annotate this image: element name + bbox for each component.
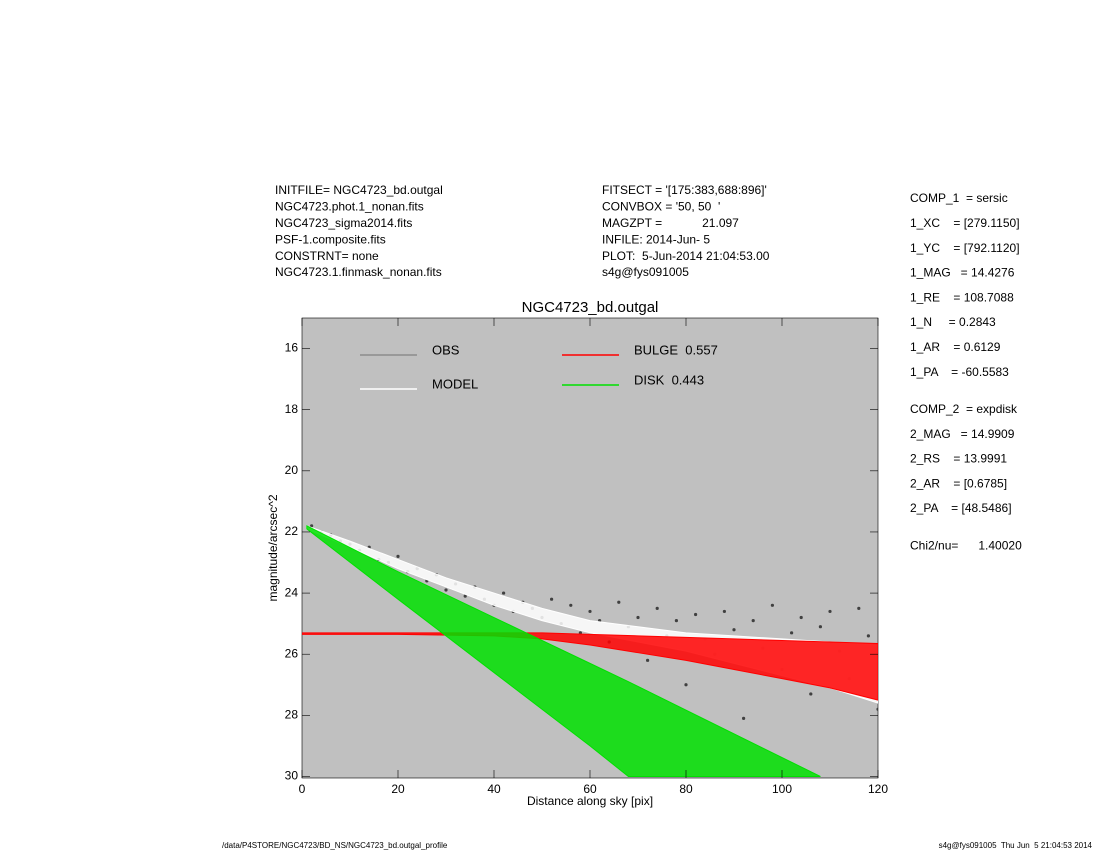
y-tick-label: 18 (285, 402, 299, 416)
chart-title: NGC4723_bd.outgal (522, 299, 659, 316)
obs-point (828, 609, 832, 614)
y-tick-label: 22 (285, 524, 299, 538)
y-tick-label: 26 (285, 646, 299, 660)
obs-point (857, 606, 861, 610)
obs-point (588, 609, 592, 614)
x-tick-label: 100 (772, 782, 792, 796)
y-axis-label: magnitude/arcsec^2 (266, 494, 280, 601)
x-axis-label: Distance along sky [pix] (527, 794, 653, 808)
obs-point (732, 628, 736, 632)
obs-point (463, 594, 467, 598)
obs-point (550, 597, 554, 601)
param-text: 1_PA = -60.5583 (910, 365, 1009, 379)
param-text: 2_AR = [0.6785] (910, 476, 1007, 490)
info-text: NGC4723.phot.1_nonan.fits (275, 200, 424, 214)
obs-point (646, 658, 650, 662)
obs-point (396, 554, 400, 559)
param-text: 2_RS = 13.9991 (910, 452, 1007, 466)
y-tick-label: 24 (285, 585, 299, 599)
legend-label: OBS (432, 342, 460, 357)
x-tick-label: 60 (583, 782, 597, 796)
param-text: 1_XC = [279.1150] (910, 216, 1020, 230)
x-tick-label: 40 (487, 782, 501, 796)
info-text: INFILE: 2014-Jun- 5 (602, 232, 710, 246)
param-text: 2_MAG = 14.9909 (910, 427, 1015, 441)
param-text: 2_PA = [48.5486] (910, 501, 1012, 515)
obs-point (617, 600, 621, 604)
footer-stamp: s4g@fys091005 Thu Jun 5 21:04:53 2014 (939, 841, 1093, 850)
info-text: INITFILE= NGC4723_bd.outgal (275, 183, 443, 197)
param-text: 1_MAG = 14.4276 (910, 266, 1015, 280)
obs-point (655, 606, 659, 610)
info-text: s4g@fys091005 (602, 265, 689, 279)
info-text: FITSECT = '[175:383,688:896]' (602, 183, 767, 197)
model-band (306, 525, 821, 777)
obs-point (866, 634, 871, 638)
data-layer (302, 524, 878, 777)
x-tick-label: 0 (299, 782, 306, 796)
obs-point (684, 683, 688, 687)
obs-point (790, 631, 794, 635)
obs-point (636, 615, 640, 620)
param-text: 1_N = 0.2843 (910, 315, 996, 329)
obs-point (742, 716, 746, 720)
obs-point (310, 524, 314, 528)
info-text: MAGZPT = 21.097 (602, 216, 739, 230)
legend-label: BULGE 0.557 (634, 342, 718, 357)
y-tick-label: 28 (285, 708, 299, 722)
legend-label: MODEL (432, 376, 478, 391)
obs-point (502, 591, 506, 595)
obs-point (444, 588, 448, 592)
y-tick-label: 16 (285, 341, 299, 355)
y-tick-label: 30 (285, 769, 299, 783)
legend-label: DISK 0.443 (634, 372, 704, 387)
obs-point (694, 612, 698, 617)
x-tick-label: 80 (679, 782, 693, 796)
info-text: PLOT: 5-Jun-2014 21:04:53.00 (602, 249, 770, 263)
obs-point (799, 615, 803, 620)
param-text: Chi2/nu= 1.40020 (910, 538, 1022, 552)
footer-path: /data/P4STORE/NGC4723/BD_NS/NGC4723_bd.o… (222, 841, 448, 850)
obs-point (569, 603, 573, 607)
info-text: NGC4723.1.finmask_nonan.fits (275, 265, 442, 279)
obs-point (818, 625, 823, 629)
obs-point (876, 707, 878, 711)
obs-point (674, 618, 679, 623)
obs-point (722, 609, 727, 614)
param-text: COMP_2 = expdisk (910, 402, 1018, 416)
param-text: COMP_1 = sersic (910, 191, 1008, 205)
obs-point (809, 692, 813, 696)
param-text: 1_YC = [792.1120] (910, 241, 1020, 255)
x-tick-label: 120 (868, 782, 888, 796)
info-text: CONVBOX = '50, 50 ' (602, 200, 720, 214)
obs-point (751, 618, 755, 623)
x-tick-label: 20 (391, 782, 405, 796)
obs-point (770, 603, 775, 607)
info-text: PSF-1.composite.fits (275, 232, 386, 246)
param-text: 1_AR = 0.6129 (910, 340, 1001, 354)
y-tick-label: 20 (285, 463, 299, 477)
info-text: CONSTRNT= none (275, 249, 379, 263)
info-text: NGC4723_sigma2014.fits (275, 216, 412, 230)
param-text: 1_RE = 108.7088 (910, 290, 1014, 304)
